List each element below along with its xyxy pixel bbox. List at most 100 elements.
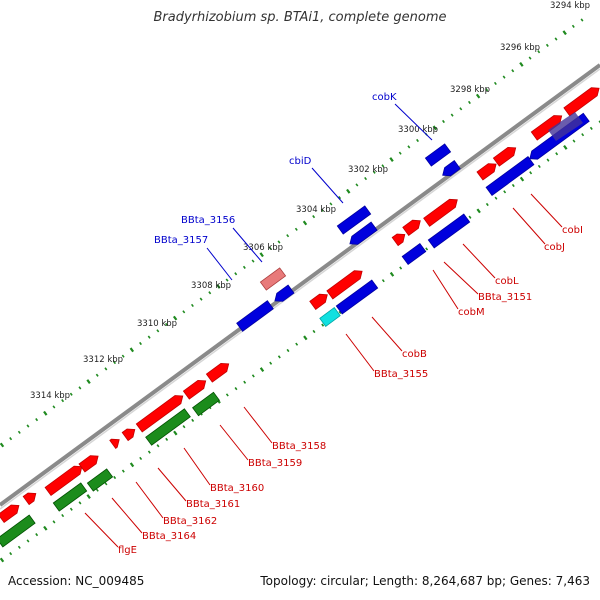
ruler-tick xyxy=(234,387,238,391)
gene-label: BBta_3158 xyxy=(272,441,326,452)
forward-gene xyxy=(44,465,83,497)
rna-gene xyxy=(145,408,191,446)
pseudo-gene xyxy=(259,267,287,291)
ruler-tick xyxy=(528,56,532,60)
forward-gene xyxy=(135,395,184,433)
ruler-tick xyxy=(156,329,160,333)
ruler-tick xyxy=(173,430,178,436)
gene-label: BBta_3155 xyxy=(374,369,428,380)
rna-gene xyxy=(0,514,36,548)
ruler-tick xyxy=(61,398,65,403)
gene-label: flgE xyxy=(118,545,137,556)
ruler-tick xyxy=(35,418,39,422)
ruler-tick xyxy=(139,341,142,346)
ruler-tick xyxy=(475,93,481,99)
leader-line xyxy=(183,447,211,486)
ruler-label: 3294 kbp xyxy=(550,1,590,11)
reverse-gene xyxy=(427,213,471,249)
leader-line xyxy=(394,103,433,141)
ruler-tick xyxy=(476,208,481,214)
ruler-tick xyxy=(450,113,454,117)
ruler-label: 3306 kbp xyxy=(243,243,283,253)
gene-label: BBta_3164 xyxy=(142,531,196,542)
ruler-tick xyxy=(320,208,324,212)
ruler-tick xyxy=(546,158,550,162)
ruler-tick xyxy=(338,310,342,315)
forward-gene xyxy=(78,455,99,473)
ruler-labels: 3294 kbp 3296 kbp 3298 kbp 3300 kbp 3302 kbp… xyxy=(30,1,590,401)
ruler-tick xyxy=(468,215,472,219)
ruler-tick xyxy=(364,176,368,181)
ruler-tick xyxy=(129,347,135,353)
ruler-tick xyxy=(69,392,73,396)
rna-gene xyxy=(52,482,88,512)
ruler-tick xyxy=(459,107,463,111)
ruler-tick xyxy=(381,279,385,283)
ruler-tick xyxy=(113,475,117,480)
ruler-tick xyxy=(581,133,585,137)
outer-ruler-ticks xyxy=(0,18,584,448)
ruler-tick xyxy=(69,507,73,511)
ruler-tick xyxy=(95,488,99,492)
ruler-tick xyxy=(251,259,255,263)
leader-line xyxy=(157,467,187,502)
ruler-tick xyxy=(302,220,308,226)
ruler-tick xyxy=(519,176,525,182)
ruler-tick xyxy=(9,552,13,556)
ruler-tick xyxy=(389,157,394,162)
forward-gene xyxy=(22,492,37,506)
ruler-tick xyxy=(113,360,117,365)
ruler-tick xyxy=(519,61,524,67)
ruler-tick xyxy=(259,367,265,372)
ruler-tick xyxy=(312,329,316,334)
ruler-tick xyxy=(52,405,56,409)
gene-label: BBta_3162 xyxy=(163,516,217,527)
ruler-tick xyxy=(277,240,281,244)
ruler-tick xyxy=(554,37,558,41)
ruler-tick xyxy=(286,234,290,238)
forward-gene xyxy=(530,115,563,141)
ruler-tick xyxy=(26,424,30,428)
gene-label: cobB xyxy=(402,349,427,360)
forward-gene xyxy=(492,146,517,167)
leader-line xyxy=(512,207,546,245)
ruler-tick xyxy=(243,380,247,384)
leader-line xyxy=(432,269,459,310)
ruler-tick xyxy=(598,120,600,124)
ruler-tick xyxy=(0,557,5,563)
leader-line xyxy=(135,481,164,519)
ruler-tick xyxy=(286,348,290,353)
reverse-gene xyxy=(401,242,427,266)
ruler-tick xyxy=(572,139,576,143)
leader-line xyxy=(345,333,375,372)
ruler-tick xyxy=(511,183,515,188)
ruler-tick xyxy=(251,374,255,378)
leader-line xyxy=(371,316,403,352)
ruler-tick xyxy=(442,119,445,124)
ruler-tick xyxy=(329,202,333,206)
ruler-tick xyxy=(485,202,489,207)
ruler-tick xyxy=(17,430,21,434)
ruler-tick xyxy=(555,152,559,156)
forward-gene xyxy=(182,379,207,400)
forward-gene xyxy=(205,362,230,383)
reverse-gene xyxy=(236,300,274,332)
ruler-tick xyxy=(225,278,229,282)
ruler-tick xyxy=(269,361,273,365)
ruler-tick xyxy=(78,386,82,390)
ruler-tick xyxy=(277,355,281,359)
accession-text: Accession: NC_009485 xyxy=(8,574,145,588)
ruler-tick xyxy=(191,418,195,422)
ruler-tick xyxy=(303,335,308,341)
gene-features xyxy=(0,87,600,548)
reverse-gene xyxy=(442,160,461,177)
ruler-label: 3296 kbp xyxy=(500,43,540,53)
leader-line xyxy=(111,497,143,534)
ruler-tick xyxy=(268,246,272,250)
gene-label: BBta_3156 xyxy=(181,215,235,226)
leader-line xyxy=(311,167,344,204)
gene-label: BBta_3161 xyxy=(186,499,240,510)
leader-line xyxy=(206,247,233,281)
gene-label: BBta_3151 xyxy=(478,292,532,303)
ruler-tick xyxy=(537,50,541,54)
